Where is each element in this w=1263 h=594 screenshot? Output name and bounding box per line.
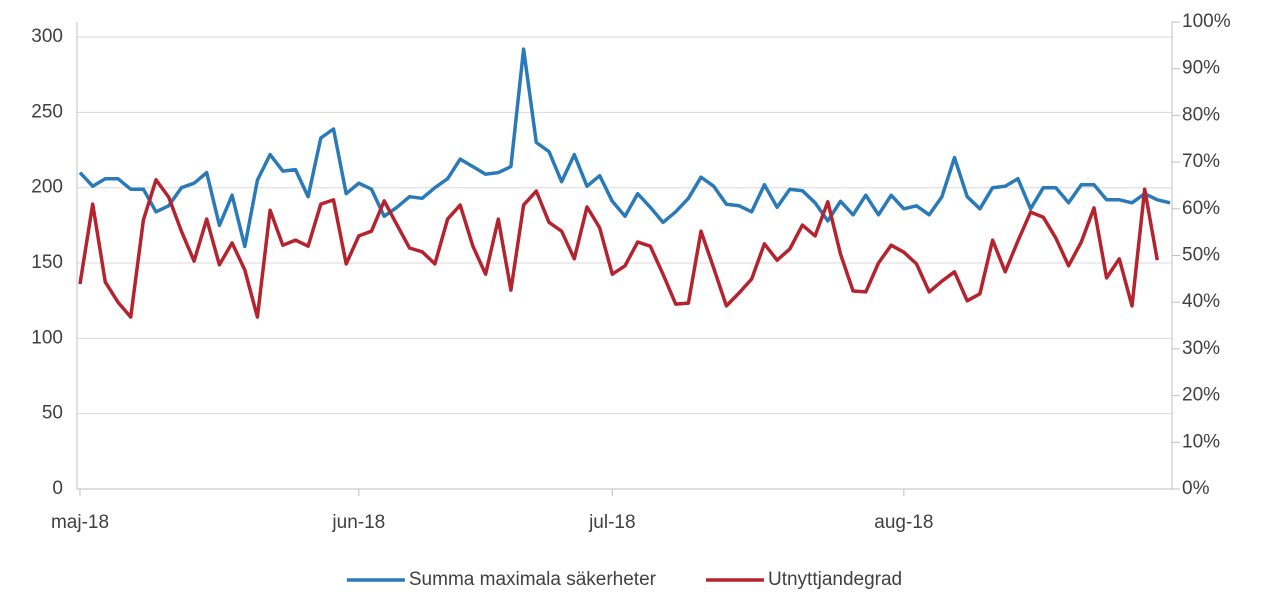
- legend-label: Utnyttjandegrad: [768, 569, 902, 590]
- y2-tick-label: 40%: [1182, 291, 1220, 312]
- y-tick-label: 150: [31, 252, 63, 273]
- y2-tick-label: 20%: [1182, 385, 1220, 406]
- y2-tick-label: 60%: [1182, 198, 1220, 219]
- y-tick-label: 0: [52, 478, 63, 499]
- y2-tick-label: 80%: [1182, 104, 1220, 125]
- series-line: [78, 47, 1171, 249]
- y2-tick-label: 10%: [1182, 431, 1220, 452]
- y2-tick-label: 50%: [1182, 245, 1220, 266]
- x-tick-label: maj-18: [51, 512, 109, 533]
- y-tick-label: 50: [42, 403, 63, 424]
- y-tick-label: 100: [31, 327, 63, 348]
- x-tick-label: jul-18: [588, 512, 635, 533]
- y-tick-label: 250: [31, 101, 63, 122]
- y2-tick-label: 30%: [1182, 338, 1220, 359]
- legend-label: Summa maximala säkerheter: [409, 569, 657, 590]
- series-line: [78, 178, 1160, 319]
- x-tick-label: aug-18: [874, 512, 933, 533]
- y-tick-label: 200: [31, 177, 63, 198]
- y2-tick-label: 70%: [1182, 151, 1220, 172]
- y-tick-label: 300: [31, 26, 63, 47]
- y2-tick-label: 90%: [1182, 58, 1220, 79]
- y2-tick-label: 100%: [1182, 11, 1231, 32]
- x-tick-label: jun-18: [331, 512, 385, 533]
- y2-tick-label: 0%: [1182, 478, 1210, 499]
